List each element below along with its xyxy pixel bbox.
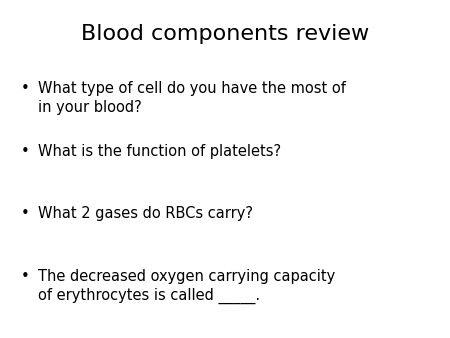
- Text: •: •: [20, 144, 29, 159]
- Text: What 2 gases do RBCs carry?: What 2 gases do RBCs carry?: [38, 206, 253, 221]
- Text: •: •: [20, 269, 29, 284]
- Text: The decreased oxygen carrying capacity
of erythrocytes is called _____.: The decreased oxygen carrying capacity o…: [38, 269, 336, 304]
- Text: •: •: [20, 206, 29, 221]
- Text: Blood components review: Blood components review: [81, 24, 369, 44]
- Text: What type of cell do you have the most of
in your blood?: What type of cell do you have the most o…: [38, 81, 346, 115]
- Text: •: •: [20, 81, 29, 96]
- Text: What is the function of platelets?: What is the function of platelets?: [38, 144, 281, 159]
